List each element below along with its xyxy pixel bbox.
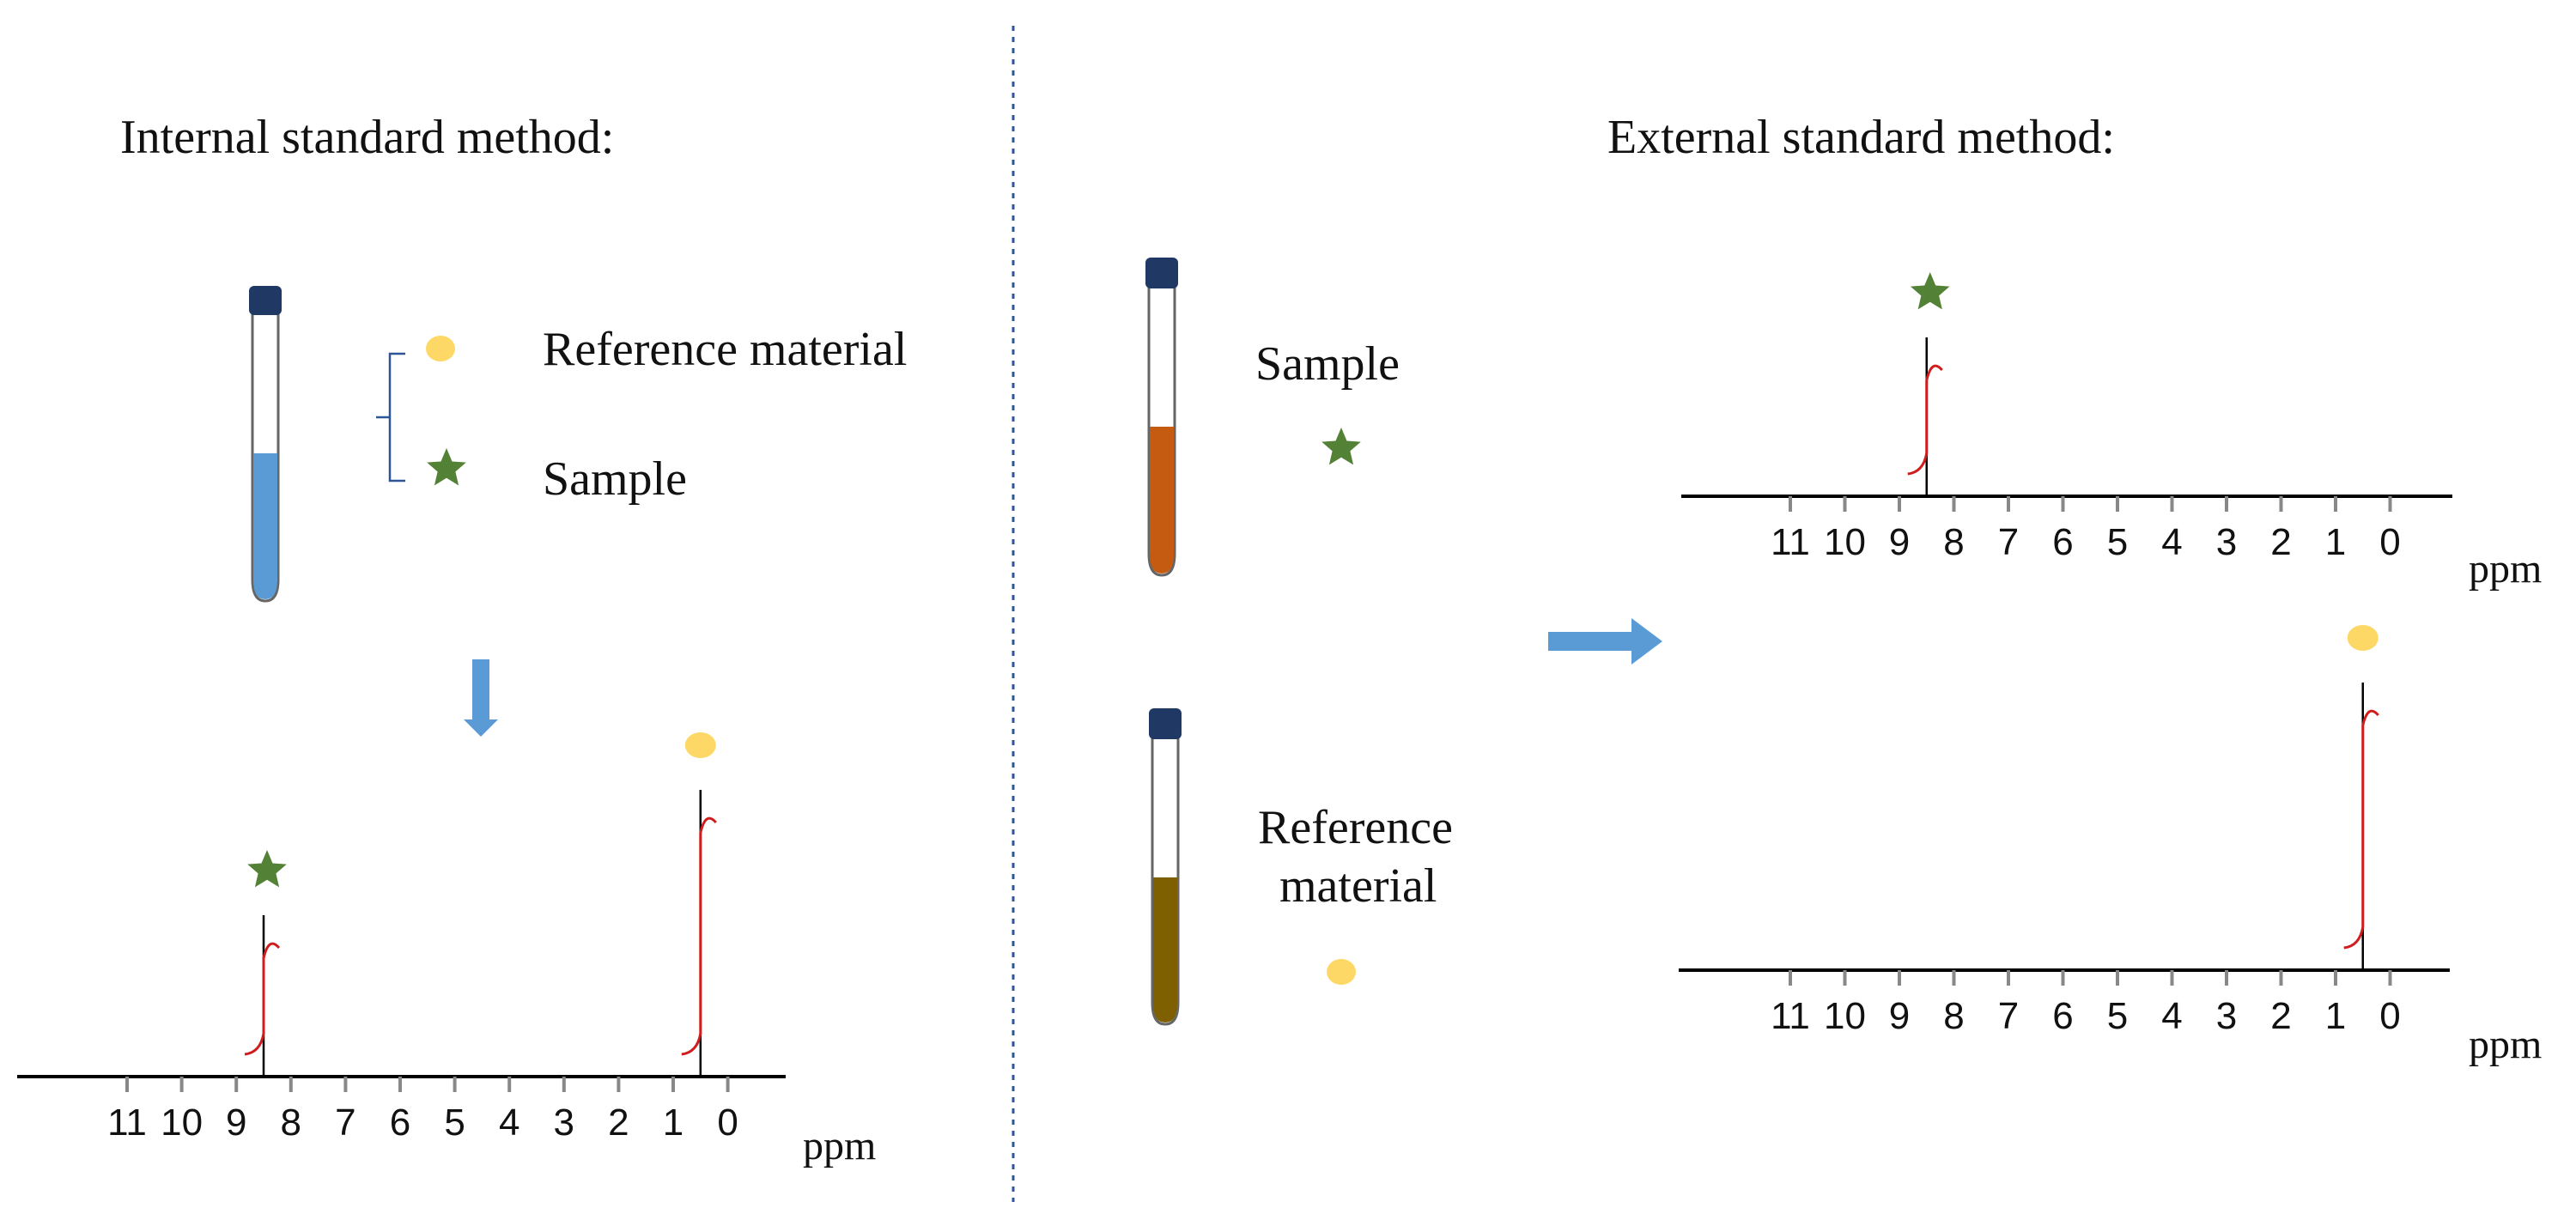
axis-tick-label: 6 bbox=[390, 1102, 410, 1144]
tube-liquid-reference bbox=[1153, 877, 1177, 1023]
axis-tick-label: 10 bbox=[161, 1102, 203, 1144]
external-reference-label-line1: Reference bbox=[1258, 801, 1453, 854]
external-sample-label: Sample bbox=[1255, 337, 1400, 391]
reference-nmr-tube bbox=[1149, 708, 1182, 1026]
axis-tick-label: 6 bbox=[2052, 521, 2073, 563]
integral-curve bbox=[681, 816, 717, 1056]
axis-tick-label: 2 bbox=[608, 1102, 629, 1144]
axis-tick-label: 5 bbox=[2107, 995, 2128, 1037]
tube-cap-icon bbox=[1145, 258, 1178, 288]
axis-tick-label: 4 bbox=[2161, 995, 2182, 1037]
axis-tick-label: 10 bbox=[1824, 521, 1866, 563]
tube-cap-icon bbox=[249, 286, 282, 315]
axis-tick-label: 3 bbox=[2216, 521, 2237, 563]
internal-method-title: Internal standard method: bbox=[120, 111, 614, 164]
axis-tick-label: 0 bbox=[2379, 521, 2400, 563]
integral-curve bbox=[244, 942, 281, 1056]
axis-tick-label: 10 bbox=[1824, 995, 1866, 1037]
axis-tick-label: 8 bbox=[1943, 995, 1964, 1037]
dot-marker-icon bbox=[2347, 625, 2379, 651]
axis-tick-label: 4 bbox=[499, 1102, 519, 1144]
axis-tick-label: 1 bbox=[2325, 521, 2346, 563]
axis-tick-label: 8 bbox=[281, 1102, 301, 1144]
axis-unit-label: ppm bbox=[2469, 1022, 2542, 1067]
arrow-right-icon bbox=[1548, 618, 1662, 665]
integral-curve bbox=[2343, 709, 2379, 950]
axis-tick-label: 9 bbox=[226, 1102, 246, 1144]
internal-nmr-tube bbox=[249, 286, 282, 603]
legend-bracket bbox=[376, 352, 405, 483]
axis-tick-label: 9 bbox=[1889, 521, 1910, 563]
axis-tick-label: 0 bbox=[2379, 995, 2400, 1037]
axis-tick-label: 9 bbox=[1889, 995, 1910, 1037]
star-marker-icon bbox=[427, 448, 466, 486]
tube-cap-icon bbox=[1149, 708, 1182, 739]
axis-tick-label: 7 bbox=[1998, 521, 2019, 563]
sample-nmr-tube bbox=[1145, 258, 1178, 577]
axis-tick-label: 11 bbox=[1771, 995, 1810, 1037]
star-marker-icon bbox=[1910, 272, 1950, 310]
tube-liquid-internal bbox=[253, 453, 277, 599]
dot-marker-icon bbox=[1327, 959, 1356, 985]
axis-tick-label: 3 bbox=[554, 1102, 574, 1144]
axis-tick-label: 5 bbox=[2107, 521, 2128, 563]
dot-marker-icon bbox=[426, 336, 455, 361]
axis-tick-label: 8 bbox=[1943, 521, 1964, 563]
legend-reference-label: Reference material bbox=[543, 323, 907, 376]
axis-tick-label: 2 bbox=[2270, 521, 2291, 563]
axis-tick-label: 2 bbox=[2270, 995, 2291, 1037]
axis-tick-label: 1 bbox=[663, 1102, 683, 1144]
axis-tick-label: 11 bbox=[1771, 521, 1810, 563]
axis-tick-label: 4 bbox=[2161, 521, 2182, 563]
axis-tick-label: 3 bbox=[2216, 995, 2237, 1037]
external-reference-label-line2: material bbox=[1279, 859, 1437, 913]
axis-unit-label: ppm bbox=[2469, 546, 2542, 592]
arrow-down-icon bbox=[464, 659, 498, 737]
axis-tick-label: 5 bbox=[444, 1102, 465, 1144]
external-method-title: External standard method: bbox=[1607, 111, 2115, 164]
axis-tick-label: 7 bbox=[1998, 995, 2019, 1037]
axis-tick-label: 6 bbox=[2052, 995, 2073, 1037]
axis-unit-label: ppm bbox=[803, 1123, 876, 1168]
integral-curve bbox=[1907, 364, 1943, 476]
star-marker-icon bbox=[247, 850, 287, 888]
star-marker-icon bbox=[1321, 428, 1361, 465]
axis-tick-label: 7 bbox=[335, 1102, 355, 1144]
axis-tick-label: 0 bbox=[717, 1102, 738, 1144]
axis-tick-label: 1 bbox=[2325, 995, 2346, 1037]
axis-tick-label: 11 bbox=[107, 1102, 147, 1144]
tube-liquid-sample bbox=[1150, 427, 1174, 574]
legend-sample-label: Sample bbox=[543, 452, 687, 506]
dot-marker-icon bbox=[684, 732, 716, 758]
